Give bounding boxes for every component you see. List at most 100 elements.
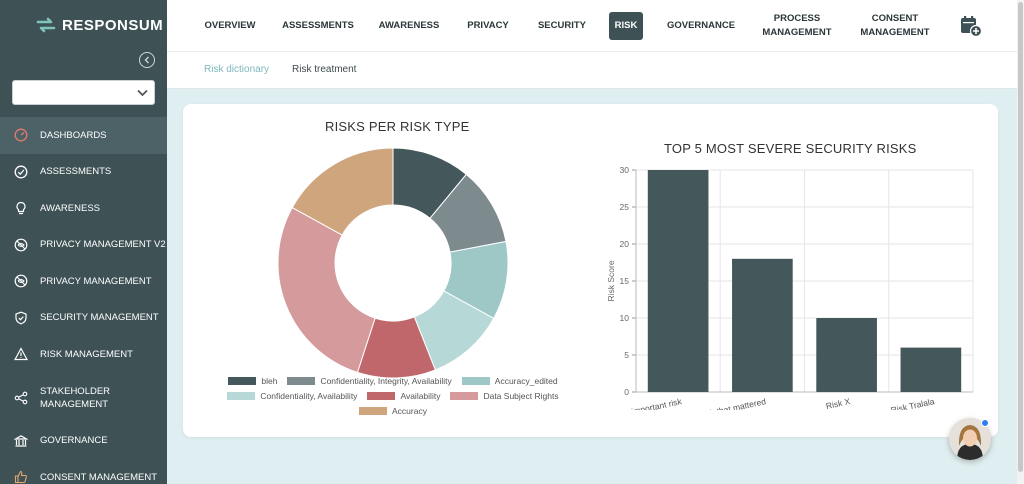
tab-label: AWARENESS — [378, 20, 440, 31]
share-icon — [14, 391, 28, 405]
calendar-add-icon[interactable] — [959, 14, 983, 43]
x-tick-label: Risk X — [825, 396, 851, 410]
y-tick-label: 15 — [620, 276, 630, 286]
tab-label: OVERVIEW — [204, 20, 256, 31]
sidebar-item-governance[interactable]: GOVERNANCE — [0, 423, 167, 460]
warning-icon — [14, 347, 28, 361]
bar-chart-title: TOP 5 MOST SEVERE SECURITY RISKS — [664, 141, 917, 156]
person-avatar-icon — [949, 418, 991, 460]
tab-label: GOVERNANCE — [666, 20, 736, 31]
gauge-icon — [14, 128, 28, 142]
online-status-dot — [981, 419, 989, 427]
sidebar-item-label: RISK MANAGEMENT — [40, 348, 133, 360]
legend-row: bleh Confidentiality, Integrity, Availab… — [213, 376, 573, 386]
legend-item[interactable]: Accuracy_edited — [461, 376, 558, 386]
tab-label: SECURITY — [537, 20, 587, 31]
tab-privacy[interactable]: PRIVACY — [461, 0, 515, 52]
legend-swatch — [461, 377, 490, 385]
legend-label: Confidentiality, Integrity, Availability — [320, 376, 452, 386]
sidebar-item-label: GOVERNANCE — [40, 435, 108, 447]
sidebar: RESPONSUM DASHBOARDS ASSESSMENTS AWARENE… — [0, 0, 167, 484]
sidebar-item-assessments[interactable]: ASSESSMENTS — [0, 154, 167, 191]
tab-governance[interactable]: GOVERNANCE — [661, 0, 741, 52]
tab-assessments[interactable]: ASSESSMENTS — [279, 0, 357, 52]
donut-chart — [277, 147, 509, 379]
legend-swatch — [450, 392, 479, 400]
tab-overview[interactable]: OVERVIEW — [197, 0, 263, 52]
dashboard-card: RISKS PER RISK TYPE bleh Confidentiality… — [183, 104, 998, 437]
sidebar-item-awareness[interactable]: AWARENESS — [0, 190, 167, 227]
legend-swatch — [367, 392, 396, 400]
bar[interactable] — [647, 170, 709, 392]
legend-label: bleh — [261, 376, 278, 386]
legend-swatch — [359, 407, 388, 415]
tab-label: PROCESS MANAGEMENT — [762, 13, 832, 38]
logo[interactable]: RESPONSUM — [34, 10, 163, 40]
sidebar-nav: DASHBOARDS ASSESSMENTS AWARENESS PRIVACY… — [0, 117, 167, 484]
legend-item[interactable]: Accuracy — [359, 406, 427, 416]
donut-slice[interactable] — [291, 147, 394, 236]
sidebar-item-dashboards[interactable]: DASHBOARDS — [0, 117, 167, 154]
y-axis-label: Risk Score — [606, 260, 616, 301]
chevron-down-icon — [137, 89, 148, 97]
y-tick-label: 10 — [620, 313, 630, 323]
sidebar-item-label: DASHBOARDS — [40, 129, 107, 141]
y-tick-label: 20 — [620, 239, 630, 249]
sidebar-item-privacy-management-v2[interactable]: PRIVACY MANAGEMENT V2 — [0, 227, 167, 264]
check-circle-icon — [14, 165, 28, 179]
legend-item[interactable]: Availability — [367, 391, 440, 401]
tab-risk[interactable]: RISK — [608, 0, 644, 52]
top-navigation: OVERVIEW ASSESSMENTS AWARENESS PRIVACY S… — [167, 0, 1017, 52]
bar[interactable] — [900, 347, 962, 392]
tab-label: RISK — [608, 12, 644, 40]
sidebar-item-privacy-management[interactable]: PRIVACY MANAGEMENT — [0, 263, 167, 300]
bar[interactable] — [732, 258, 793, 392]
sidebar-item-label: AWARENESS — [40, 202, 101, 214]
tab-security[interactable]: SECURITY — [532, 0, 592, 52]
donut-legend: bleh Confidentiality, Integrity, Availab… — [213, 376, 573, 421]
bar[interactable] — [816, 318, 877, 392]
tab-awareness[interactable]: AWARENESS — [374, 0, 444, 52]
scrollbar-thumb[interactable] — [1018, 2, 1023, 472]
tab-consent-management[interactable]: CONSENT MANAGEMENT — [855, 0, 935, 52]
legend-item[interactable]: Data Subject Rights — [450, 391, 559, 401]
sidebar-item-label: PRIVACY MANAGEMENT — [40, 275, 152, 287]
x-tick-label: A very important risk — [605, 396, 683, 410]
legend-item[interactable]: bleh — [228, 376, 277, 386]
legend-label: Confidentiality, Availability — [260, 391, 358, 401]
y-tick-label: 25 — [620, 202, 630, 212]
legend-label: Accuracy_edited — [494, 376, 558, 386]
subtab-risk-dictionary[interactable]: Risk dictionary — [204, 64, 270, 75]
shield-icon — [14, 311, 28, 325]
sidebar-item-risk-management[interactable]: RISK MANAGEMENT — [0, 336, 167, 373]
collapse-sidebar-button[interactable] — [139, 52, 155, 68]
legend-label: Availability — [400, 391, 441, 401]
sidebar-item-consent-management[interactable]: CONSENT MANAGEMENT — [0, 459, 167, 484]
x-tick-label: the only risk that mattered — [669, 396, 767, 410]
tab-label: CONSENT MANAGEMENT — [860, 13, 930, 38]
eye-slash-icon — [14, 238, 28, 252]
sidebar-item-label: CONSENT MANAGEMENT — [40, 471, 158, 483]
legend-swatch — [228, 377, 257, 385]
legend-swatch — [287, 377, 316, 385]
legend-item[interactable]: Confidentiality, Integrity, Availability — [287, 376, 452, 386]
legend-row: Confidentiality, Availability Availabili… — [213, 391, 573, 401]
thumbs-up-icon — [14, 470, 28, 484]
vertical-scrollbar[interactable] — [1017, 0, 1024, 484]
donut-slice[interactable] — [277, 206, 376, 374]
legend-label: Accuracy — [392, 406, 427, 416]
lightbulb-icon — [14, 201, 28, 215]
sidebar-item-security-management[interactable]: SECURITY MANAGEMENT — [0, 300, 167, 337]
tab-process-management[interactable]: PROCESS MANAGEMENT — [755, 0, 839, 52]
legend-item[interactable]: Confidentiality, Availability — [227, 391, 357, 401]
sub-navigation: Risk dictionary Risk treatment — [167, 52, 1017, 89]
sidebar-item-stakeholder-management[interactable]: STAKEHOLDER MANAGEMENT — [0, 373, 167, 423]
chevron-left-icon — [144, 56, 149, 64]
bank-icon — [14, 434, 28, 448]
subtab-risk-treatment[interactable]: Risk treatment — [292, 64, 357, 75]
logo-text: RESPONSUM — [62, 16, 164, 34]
legend-label: Data Subject Rights — [483, 391, 559, 401]
legend-row: Accuracy — [213, 406, 573, 416]
legend-swatch — [227, 392, 256, 400]
organization-select[interactable] — [12, 80, 155, 105]
